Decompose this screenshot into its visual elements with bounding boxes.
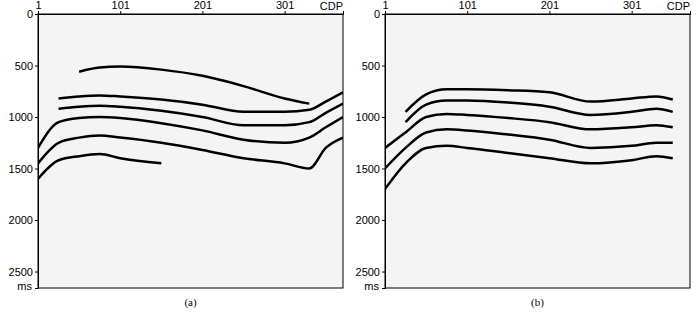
y-axis: 0 500 1000 1500 2000 2500 [356, 8, 386, 288]
y-tick-label: 0 [27, 8, 33, 20]
panel: 1 101 201 301 0 500 1000 1500 2000 2500 CDP ms (b) [356, 0, 691, 309]
y-tick-label: 2000 [9, 214, 33, 226]
y-tick-mark [35, 220, 38, 221]
y-tick-label: 2500 [356, 266, 380, 278]
y-tick: 0 [27, 8, 38, 20]
y-tick-mark [382, 220, 385, 221]
y-tick: 500 [362, 60, 385, 72]
x-tick-mark [467, 11, 468, 14]
y-tick-mark [382, 14, 385, 15]
x-tick: 101 [459, 0, 477, 14]
x-tick: 101 [112, 0, 130, 14]
y-tick-mark [35, 169, 38, 170]
x-tick-mark [285, 11, 286, 14]
y-tick-mark [382, 66, 385, 67]
y-tick: 2500 [9, 266, 38, 278]
x-tick-label: 301 [623, 0, 641, 11]
y-tick: 0 [374, 8, 385, 20]
reflector [385, 129, 673, 168]
reflector [38, 136, 343, 169]
reflector [38, 154, 161, 179]
y-tick: 2000 [356, 214, 385, 226]
reflector [38, 117, 343, 148]
y-tick-label: 1500 [9, 163, 33, 175]
y-axis-label: ms [364, 280, 379, 292]
reflector [406, 101, 673, 123]
y-tick-mark [382, 169, 385, 170]
plot-frame [385, 14, 690, 288]
y-tick-label: 500 [15, 60, 33, 72]
y-tick: 500 [15, 60, 38, 72]
y-tick: 1000 [356, 111, 385, 123]
x-tick-mark [385, 11, 386, 14]
x-tick: 201 [541, 0, 559, 14]
panel: 1 101 201 301 0 500 1000 1500 2000 2500 CDP ms (a) [9, 0, 344, 309]
y-tick-mark [35, 117, 38, 118]
x-axis-label: CDP [667, 0, 690, 12]
x-tick-label: 1 [382, 0, 388, 11]
x-tick-mark [38, 11, 39, 14]
figure: 110120130105001000150020002500CDPms(a)11… [0, 0, 700, 313]
y-tick-mark [382, 117, 385, 118]
y-tick-label: 2000 [356, 214, 380, 226]
x-tick-mark [632, 11, 633, 14]
y-tick-label: 500 [362, 60, 380, 72]
x-tick-mark [202, 11, 203, 14]
y-tick: 1500 [356, 163, 385, 175]
x-tick-mark [549, 11, 550, 14]
x-tick-mark [120, 11, 121, 14]
y-tick-label: 2500 [9, 266, 33, 278]
x-axis-line [39, 11, 344, 15]
plot-area [385, 89, 673, 189]
reflector [59, 92, 343, 112]
reflector [59, 104, 343, 126]
y-tick-mark [35, 66, 38, 67]
x-axis: 1 101 201 301 [35, 0, 343, 15]
y-tick: 1000 [9, 111, 38, 123]
plot-frame [38, 14, 343, 288]
panel-caption: (a) [184, 296, 197, 309]
x-tick-label: 201 [541, 0, 559, 11]
x-axis: 1 101 201 301 [382, 0, 690, 15]
x-axis-label: CDP [320, 0, 343, 12]
reflector [79, 67, 309, 104]
y-tick-mark [35, 272, 38, 273]
x-tick-label: 201 [194, 0, 212, 11]
x-tick: 1 [35, 0, 41, 14]
y-tick-label: 1000 [9, 111, 33, 123]
y-tick-label: 1000 [356, 111, 380, 123]
x-tick-label: 301 [276, 0, 294, 11]
y-axis-line [35, 15, 39, 289]
x-axis-line [386, 11, 691, 15]
x-tick: 201 [194, 0, 212, 14]
y-tick: 2000 [9, 214, 38, 226]
x-tick-label: 101 [459, 0, 477, 11]
reflector [385, 146, 673, 189]
x-tick: 1 [382, 0, 388, 14]
plot-area [38, 67, 343, 179]
y-tick: 1500 [9, 163, 38, 175]
x-tick-label: 101 [112, 0, 130, 11]
y-axis-label: ms [17, 280, 32, 292]
x-tick-label: 1 [35, 0, 41, 11]
y-axis-line [382, 15, 386, 289]
y-tick-mark [382, 272, 385, 273]
panel-caption: (b) [531, 296, 544, 309]
x-tick: 301 [276, 0, 294, 14]
y-tick-label: 1500 [356, 163, 380, 175]
y-tick-mark [35, 14, 38, 15]
x-tick: 301 [623, 0, 641, 14]
y-axis: 0 500 1000 1500 2000 2500 [9, 8, 39, 288]
y-tick: 2500 [356, 266, 385, 278]
y-tick-label: 0 [374, 8, 380, 20]
